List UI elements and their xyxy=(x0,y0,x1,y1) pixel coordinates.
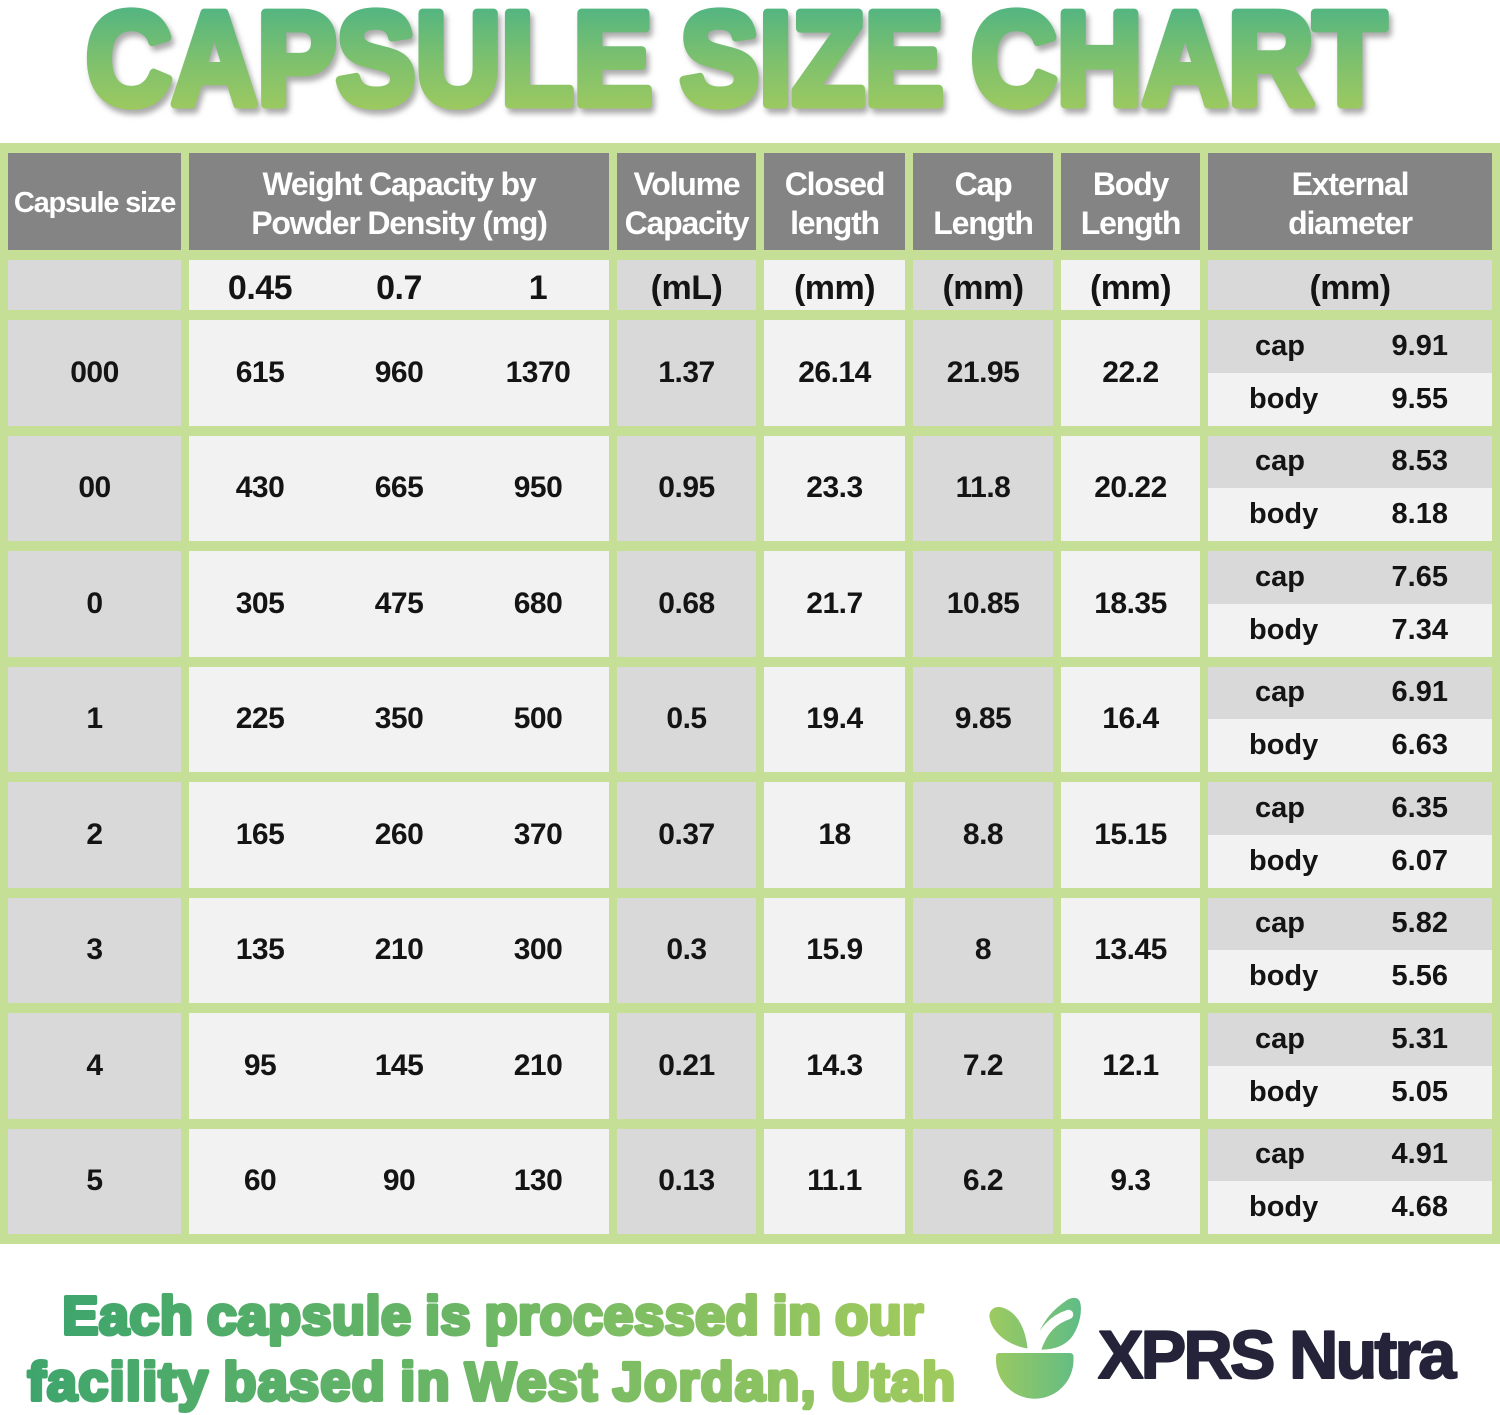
svg-text:XPRS Nutra: XPRS Nutra xyxy=(1098,1317,1457,1393)
svg-text:Each capsule is processed in o: Each capsule is processed in our xyxy=(62,1286,923,1346)
svg-text:facility based in West Jordan,: facility based in West Jordan, Utah xyxy=(28,1352,957,1412)
svg-text:CAPSULE SIZE CHART: CAPSULE SIZE CHART xyxy=(86,0,1386,132)
